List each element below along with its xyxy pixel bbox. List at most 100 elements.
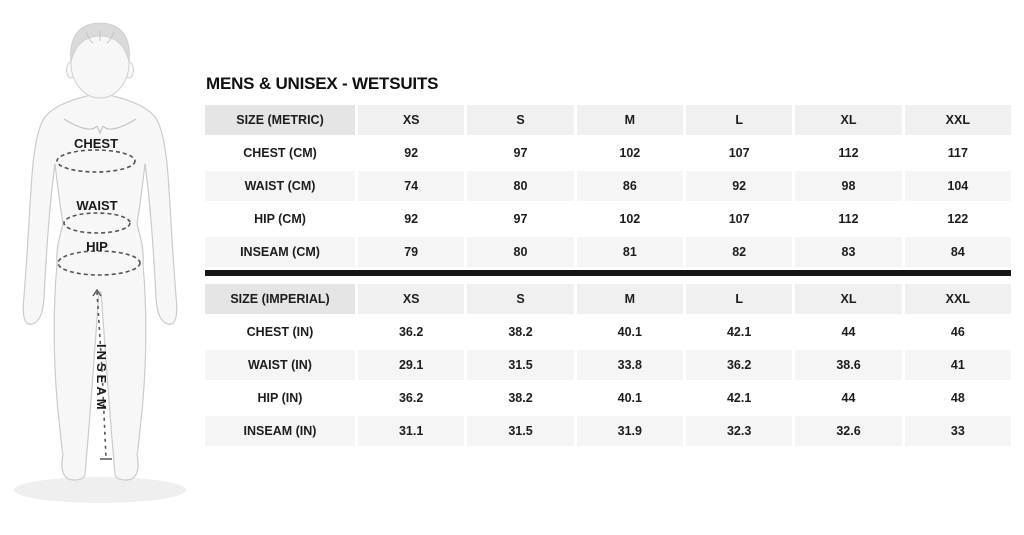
measurement-value: 81: [576, 237, 683, 267]
inseam-measure-line: [96, 291, 107, 459]
measurement-value: 41: [904, 350, 1011, 380]
measurement-label: CHEST (CM): [205, 138, 355, 168]
measurement-value: 104: [904, 171, 1011, 201]
hip-measure-line: [57, 250, 141, 276]
measurement-value: 80: [467, 237, 574, 267]
measurement-value: 86: [576, 171, 683, 201]
measurement-value: 31.5: [467, 416, 574, 446]
measurement-value: 80: [467, 171, 574, 201]
size-column-header: M: [576, 105, 683, 135]
measurement-label: INSEAM (CM): [205, 237, 355, 267]
measurement-value: 40.1: [576, 317, 683, 347]
measurement-value: 44: [795, 317, 902, 347]
chest-measure-line: [56, 149, 136, 173]
size-column-header: S: [467, 105, 574, 135]
measurement-value: 29.1: [358, 350, 465, 380]
measurement-value: 92: [686, 171, 793, 201]
size-column-header: XL: [795, 105, 902, 135]
size-column-header: L: [686, 105, 793, 135]
measurement-label: CHEST (IN): [205, 317, 355, 347]
measurement-value: 107: [686, 138, 793, 168]
measurement-value: 38.2: [467, 383, 574, 413]
table-row: INSEAM (CM) 79 80 81 82 83 84: [205, 237, 1011, 267]
table-row: CHEST (IN) 36.2 38.2 40.1 42.1 44 46: [205, 317, 1011, 347]
body-hair-strands: [85, 30, 115, 44]
measurement-value: 84: [904, 237, 1011, 267]
table-header-row: SIZE (METRIC) XS S M L XL XXL: [205, 105, 1011, 135]
size-column-header: S: [467, 284, 574, 314]
measurement-value: 33: [904, 416, 1011, 446]
measurement-value: 38.6: [795, 350, 902, 380]
hip-label: HIP: [86, 239, 108, 254]
body-measurement-diagram: CHEST WAIST HIP INSEAM: [14, 22, 186, 503]
measurement-value: 36.2: [686, 350, 793, 380]
measurement-value: 42.1: [686, 317, 793, 347]
measurement-label: INSEAM (IN): [205, 416, 355, 446]
measurement-value: 46: [904, 317, 1011, 347]
size-column-header: M: [576, 284, 683, 314]
measurement-value: 33.8: [576, 350, 683, 380]
table-row: WAIST (IN) 29.1 31.5 33.8 36.2 38.6 41: [205, 350, 1011, 380]
page-title: MENS & UNISEX - WETSUITS: [206, 74, 439, 93]
diagram-pane: CHEST WAIST HIP INSEAM: [0, 0, 205, 535]
measurement-label: HIP (CM): [205, 204, 355, 234]
measurement-value: 32.6: [795, 416, 902, 446]
measurement-value: 117: [904, 138, 1011, 168]
size-column-header: XS: [358, 105, 465, 135]
measurement-value: 40.1: [576, 383, 683, 413]
measurement-value: 98: [795, 171, 902, 201]
measurement-value: 42.1: [686, 383, 793, 413]
measurement-value: 107: [686, 204, 793, 234]
measurement-label: WAIST (CM): [205, 171, 355, 201]
size-column-header: XXL: [904, 105, 1011, 135]
floor-shadow: [14, 477, 186, 503]
table-row: HIP (CM) 92 97 102 107 112 122: [205, 204, 1011, 234]
measurement-value: 82: [686, 237, 793, 267]
measurement-value: 122: [904, 204, 1011, 234]
body-silhouette: [22, 93, 178, 481]
measurement-value: 97: [467, 138, 574, 168]
chest-label: CHEST: [74, 136, 118, 151]
measurement-value: 79: [358, 237, 465, 267]
measurement-value: 97: [467, 204, 574, 234]
measurement-value: 74: [358, 171, 465, 201]
measurement-value: 92: [358, 138, 465, 168]
measurement-value: 48: [904, 383, 1011, 413]
size-system-header: SIZE (IMPERIAL): [205, 284, 355, 314]
measurement-value: 102: [576, 138, 683, 168]
measurement-value: 92: [358, 204, 465, 234]
table-row: HIP (IN) 36.2 38.2 40.1 42.1 44 48: [205, 383, 1011, 413]
measurement-value: 36.2: [358, 317, 465, 347]
imperial-size-table: SIZE (IMPERIAL) XS S M L XL XXL CHEST (I…: [205, 284, 1011, 446]
measurement-value: 83: [795, 237, 902, 267]
measurement-value: 31.5: [467, 350, 574, 380]
measurement-label: HIP (IN): [205, 383, 355, 413]
size-column-header: L: [686, 284, 793, 314]
measurement-value: 102: [576, 204, 683, 234]
metric-size-table: SIZE (METRIC) XS S M L XL XXL CHEST (CM)…: [205, 105, 1011, 267]
table-header-row: SIZE (IMPERIAL) XS S M L XL XXL: [205, 284, 1011, 314]
measurement-value: 38.2: [467, 317, 574, 347]
waist-label: WAIST: [76, 198, 117, 213]
measurement-value: 32.3: [686, 416, 793, 446]
size-column-header: XL: [795, 284, 902, 314]
size-chart-content: MENS & UNISEX - WETSUITS SIZE (METRIC) X…: [205, 0, 1011, 535]
inseam-end-marks: [92, 288, 112, 460]
size-system-header: SIZE (METRIC): [205, 105, 355, 135]
table-row: CHEST (CM) 92 97 102 107 112 117: [205, 138, 1011, 168]
measurement-value: 31.9: [576, 416, 683, 446]
tables-divider: [205, 270, 1011, 276]
size-column-header: XS: [358, 284, 465, 314]
measurement-label: WAIST (IN): [205, 350, 355, 380]
measurement-value: 112: [795, 204, 902, 234]
waist-measure-line: [63, 212, 131, 234]
inseam-label: INSEAM: [94, 344, 109, 413]
size-column-header: XXL: [904, 284, 1011, 314]
measurement-value: 31.1: [358, 416, 465, 446]
body-collar-lines: [63, 118, 137, 135]
table-row: INSEAM (IN) 31.1 31.5 31.9 32.3 32.6 33: [205, 416, 1011, 446]
measurement-value: 112: [795, 138, 902, 168]
measurement-value: 36.2: [358, 383, 465, 413]
table-row: WAIST (CM) 74 80 86 92 98 104: [205, 171, 1011, 201]
measurement-value: 44: [795, 383, 902, 413]
